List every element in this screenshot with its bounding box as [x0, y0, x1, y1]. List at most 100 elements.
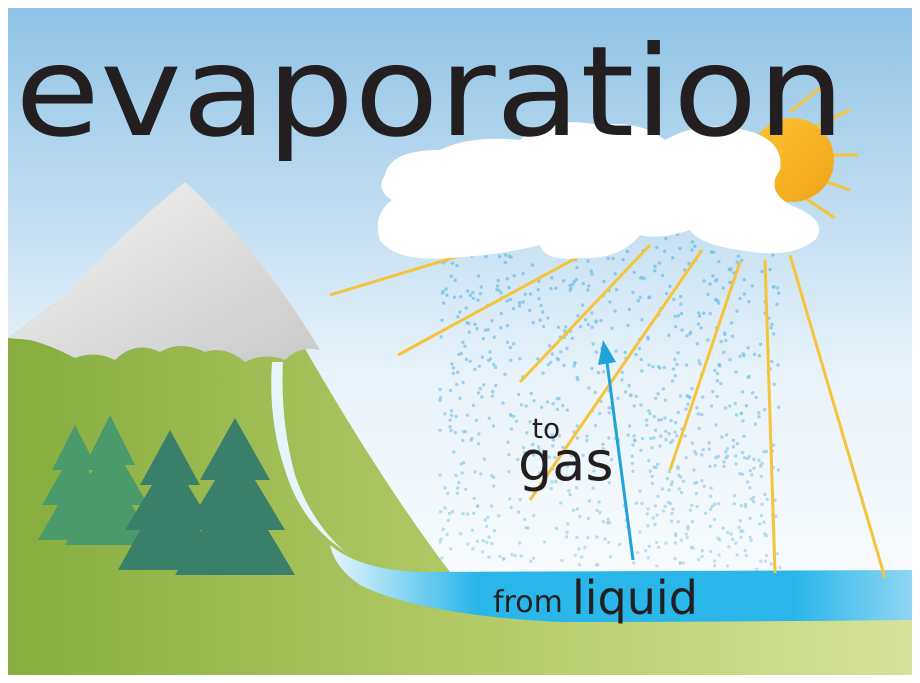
vapor-dot: [587, 284, 590, 287]
vapor-dot: [685, 334, 688, 337]
vapor-dot: [510, 553, 513, 556]
vapor-dot: [528, 309, 531, 312]
vapor-dot: [594, 424, 597, 427]
vapor-dot: [670, 520, 673, 523]
vapor-dot: [512, 307, 515, 310]
vapor-dot: [559, 501, 562, 504]
vapor-dot: [686, 527, 689, 530]
vapor-dot: [518, 301, 521, 304]
vapor-dot: [664, 399, 667, 402]
vapor-dot: [740, 504, 743, 507]
vapor-dot: [722, 460, 725, 463]
vapor-dot: [722, 286, 725, 289]
vapor-dot: [475, 419, 478, 422]
vapor-dot: [686, 536, 689, 539]
vapor-dot: [632, 434, 635, 437]
vapor-dot: [693, 245, 696, 248]
vapor-dot: [512, 415, 515, 418]
vapor-dot: [466, 542, 469, 545]
vapor-dot: [460, 352, 463, 355]
vapor-dot: [679, 561, 682, 564]
vapor-dot: [449, 389, 452, 392]
vapor-dot: [458, 310, 461, 313]
vapor-dot: [595, 535, 598, 538]
vapor-dot: [768, 268, 771, 271]
vapor-dot: [607, 411, 610, 414]
vapor-dot: [640, 358, 643, 361]
vapor-dot: [754, 422, 757, 425]
vapor-dot: [582, 282, 585, 285]
vapor-dot: [650, 475, 653, 478]
vapor-dot: [708, 448, 711, 451]
vapor-dot: [654, 504, 657, 507]
page: evaporation to gas from liquid (() => { …: [0, 0, 920, 683]
vapor-dot: [772, 285, 775, 288]
vapor-dot: [691, 240, 694, 243]
vapor-dot: [713, 559, 716, 562]
vapor-dot: [724, 450, 727, 453]
vapor-dot: [454, 431, 457, 434]
vapor-dot: [677, 314, 680, 317]
vapor-dot: [509, 359, 512, 362]
vapor-dot: [546, 316, 549, 319]
vapor-dot: [702, 312, 705, 315]
vapor-dot: [523, 518, 526, 521]
vapor-dot: [443, 486, 446, 489]
vapor-dot: [565, 535, 568, 538]
vapor-dot: [692, 468, 695, 471]
vapor-dot: [648, 545, 651, 548]
vapor-dot: [706, 338, 709, 341]
vapor-dot: [765, 450, 768, 453]
vapor-dot: [649, 470, 652, 473]
vapor-dot: [602, 520, 605, 523]
vapor-dot: [449, 418, 452, 421]
vapor-dot: [509, 413, 512, 416]
vapor-dot: [580, 555, 583, 558]
vapor-dot: [762, 520, 765, 523]
vapor-dot: [697, 359, 700, 362]
vapor-dot: [690, 387, 693, 390]
vapor-dot: [747, 346, 750, 349]
vapor-dot: [438, 473, 441, 476]
vapor-dot: [666, 477, 669, 480]
vapor-dot: [555, 527, 558, 530]
vapor-dot: [657, 546, 660, 549]
vapor-dot: [669, 441, 672, 444]
vapor-dot: [497, 279, 500, 282]
vapor-dot: [658, 261, 661, 264]
vapor-dot: [454, 415, 457, 418]
vapor-dot: [508, 497, 511, 500]
vapor-dot: [450, 409, 453, 412]
vapor-dot: [566, 522, 569, 525]
vapor-dot: [744, 549, 747, 552]
vapor-dot: [660, 418, 663, 421]
vapor-dot: [777, 291, 780, 294]
vapor-dot: [694, 452, 697, 455]
vapor-dot: [531, 263, 534, 266]
vapor-dot: [759, 343, 762, 346]
vapor-dot: [568, 493, 571, 496]
vapor-dot: [560, 559, 563, 562]
vapor-dot: [667, 334, 670, 337]
vapor-dot: [618, 543, 621, 546]
vapor-dot: [752, 467, 755, 470]
vapor-dot: [611, 257, 614, 260]
vapor-dot: [518, 357, 521, 360]
vapor-dot: [748, 375, 751, 378]
vapor-dot: [452, 372, 455, 375]
vapor-dot: [466, 414, 469, 417]
vapor-dot: [537, 288, 540, 291]
vapor-dot: [720, 340, 723, 343]
vapor-dot: [661, 487, 664, 490]
vapor-dot: [546, 400, 549, 403]
vapor-dot: [696, 342, 699, 345]
vapor-dot: [495, 288, 498, 291]
vapor-dot: [712, 251, 715, 254]
vapor-dot: [726, 531, 729, 534]
vapor-dot: [447, 519, 450, 522]
vapor-dot: [726, 447, 729, 450]
vapor-dot: [575, 278, 578, 281]
vapor-dot: [515, 420, 518, 423]
evaporation-illustration: evaporation to gas from liquid: [0, 0, 920, 683]
vapor-dot: [717, 455, 720, 458]
